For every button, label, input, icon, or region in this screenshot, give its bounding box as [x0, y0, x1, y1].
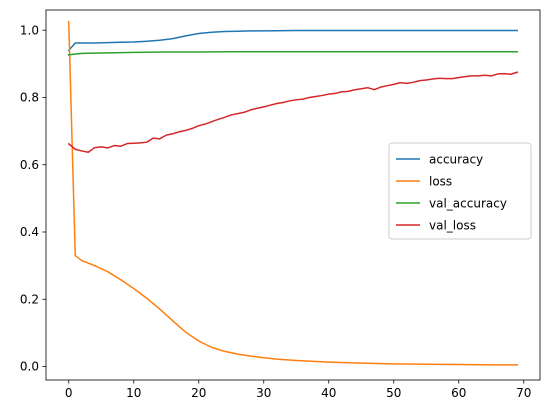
y-tick-label: 0.4 — [20, 225, 39, 239]
legend-box — [388, 142, 532, 240]
y-tick-label: 0.2 — [20, 292, 39, 306]
x-tick-label: 0 — [65, 386, 73, 400]
ticks-layer: 0 10 20 30 40 50 60 70 0.0 0.2 0.4 0.6 0.8 1.0 — [20, 23, 531, 400]
y-tick-label: 1.0 — [20, 23, 39, 37]
series-line-loss — [67, 20, 518, 366]
legend: accuracy loss val_accuracy val_loss — [388, 142, 532, 240]
series-layer — [67, 20, 519, 366]
x-tick-label: 60 — [451, 386, 466, 400]
y-tick-label: 0.6 — [20, 158, 39, 172]
x-tick-label: 30 — [256, 386, 271, 400]
legend-label-accuracy: accuracy — [429, 152, 483, 166]
plot-frame — [45, 9, 541, 381]
series-line-accuracy — [67, 29, 518, 52]
x-tick-label: 40 — [321, 386, 336, 400]
x-tick-label: 20 — [191, 386, 206, 400]
series-line-val-accuracy — [67, 50, 518, 56]
x-tick-label: 50 — [386, 386, 401, 400]
y-tick-label: 0.8 — [20, 91, 39, 105]
legend-label-val-loss: val_loss — [429, 218, 476, 232]
x-tick-label: 70 — [516, 386, 531, 400]
x-tick-label: 10 — [126, 386, 141, 400]
legend-label-loss: loss — [429, 174, 452, 188]
y-tick-label: 0.0 — [20, 360, 39, 374]
series-line-val-loss — [67, 71, 519, 154]
legend-label-val-accuracy: val_accuracy — [429, 196, 507, 210]
